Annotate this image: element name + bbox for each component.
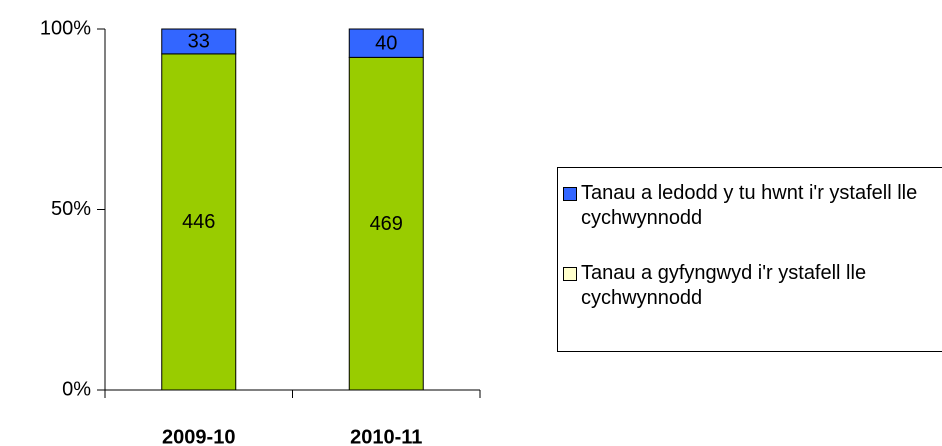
legend-entry: Tanau a ledodd y tu hwnt i'r ystafell ll… (563, 181, 938, 231)
legend: Tanau a ledodd y tu hwnt i'r ystafell ll… (557, 167, 942, 352)
x-tick-label: 2010-11 (350, 426, 422, 446)
bar-segment (161, 28, 237, 55)
legend-swatch (563, 267, 577, 281)
data-label: 33 (188, 31, 210, 53)
bar-segment (348, 28, 424, 58)
legend-swatch (563, 187, 577, 201)
legend-label: Tanau a gyfyngwyd i'r ystafell lle cychw… (581, 262, 867, 309)
y-tick-label: 100% (40, 17, 91, 39)
x-tick-label: 2009-10 (162, 426, 235, 446)
legend-entry: Tanau a gyfyngwyd i'r ystafell lle cychw… (563, 261, 938, 311)
data-label: 40 (375, 32, 397, 54)
data-label: 446 (182, 211, 215, 233)
legend-label: Tanau a ledodd y tu hwnt i'r ystafell ll… (581, 182, 918, 229)
data-label: 469 (370, 213, 403, 235)
y-tick-label: 0% (62, 378, 91, 400)
y-tick-label: 50% (51, 198, 91, 220)
bar-segment (348, 56, 424, 391)
bar-segment (161, 53, 237, 391)
